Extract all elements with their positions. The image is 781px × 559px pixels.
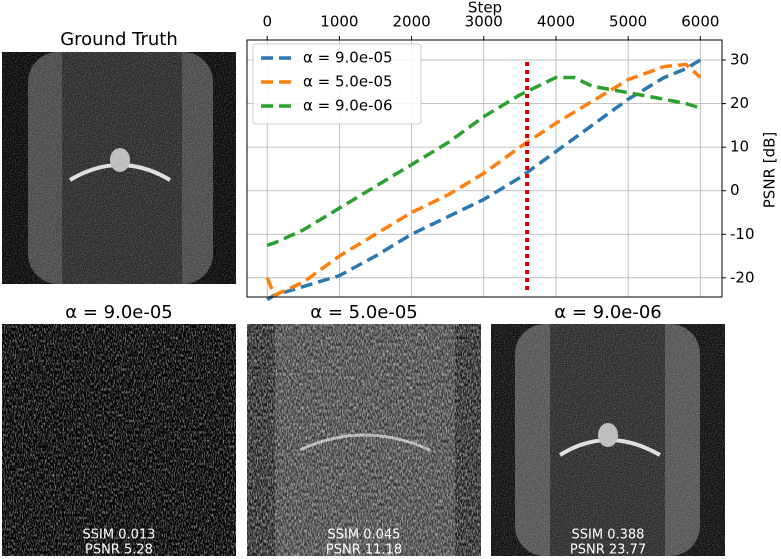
x-tick-label: 4000 [537, 13, 575, 31]
x-tick-label: 6000 [681, 13, 719, 31]
legend-box [252, 43, 422, 125]
x-tick-label: 5000 [609, 13, 647, 31]
reconstruction-image [491, 324, 725, 556]
x-tick-label: 2000 [392, 13, 430, 31]
y-tick-label: -10 [730, 225, 755, 243]
y-tick-label: -20 [730, 268, 755, 286]
reconstruction-image [2, 324, 236, 556]
y-tick-label: 0 [730, 181, 740, 199]
series-line [266, 58, 702, 302]
image-title: α = 9.0e-06 [554, 302, 662, 323]
image-title: α = 9.0e-05 [65, 302, 173, 323]
x-tick-label: 3000 [465, 13, 503, 31]
legend-label: α = 5.0e-05 [303, 73, 393, 91]
image-title: α = 5.0e-05 [310, 302, 418, 323]
psnr-label: PSNR 11.18 [326, 543, 402, 558]
x-tick-label: 0 [262, 13, 272, 31]
series-line [266, 75, 701, 247]
ssim-label: SSIM 0.045 [328, 528, 401, 543]
ground-truth-image [2, 52, 236, 284]
legend-label: α = 9.0e-05 [303, 49, 393, 67]
y-axis-label: PSNR [dB] [761, 132, 779, 209]
plot-frame [246, 39, 723, 298]
psnr-label: PSNR 23.77 [570, 543, 646, 558]
y-tick-label: 10 [730, 138, 749, 156]
reconstruction-image [247, 324, 481, 556]
y-tick-label: 20 [730, 94, 749, 112]
y-tick-label: 30 [730, 51, 749, 69]
ssim-label: SSIM 0.388 [572, 528, 645, 543]
series-line [265, 62, 702, 298]
x-axis-label: Step [468, 0, 502, 17]
legend-label: α = 9.0e-06 [303, 97, 393, 115]
x-tick-label: 1000 [320, 13, 358, 31]
psnr-label: PSNR 5.28 [85, 543, 153, 558]
ssim-label: SSIM 0.013 [83, 528, 156, 543]
image-title: Ground Truth [60, 29, 178, 50]
